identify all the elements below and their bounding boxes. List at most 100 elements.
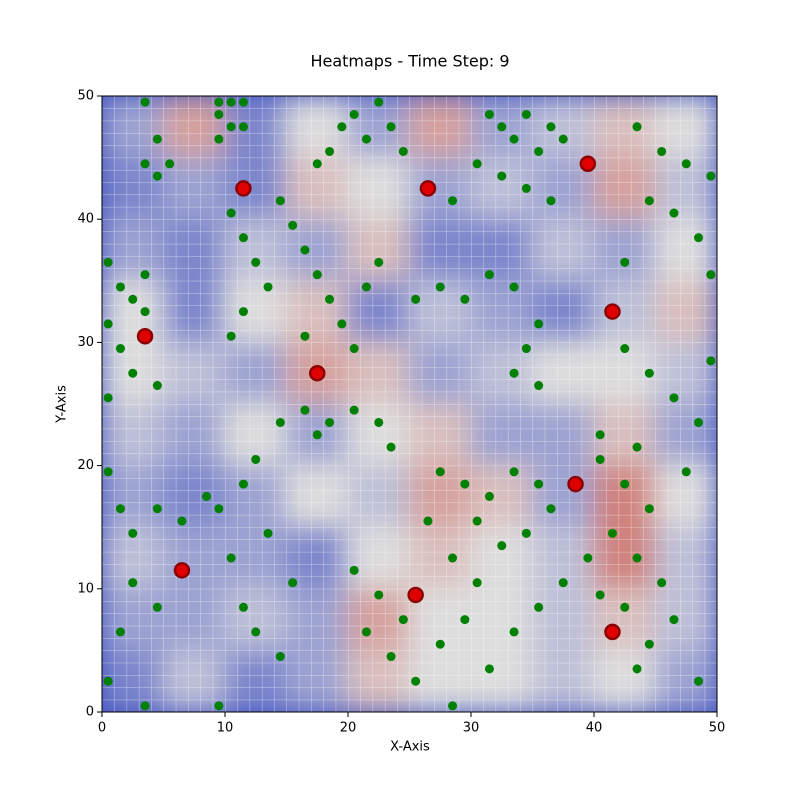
- resource-dot: [706, 171, 716, 181]
- resource-dot: [312, 430, 322, 440]
- resource-dot: [226, 97, 236, 107]
- resource-dot: [152, 602, 162, 612]
- resource-dot: [620, 602, 630, 612]
- resource-dot: [103, 393, 113, 403]
- resource-dot: [534, 381, 544, 391]
- resource-dot: [435, 467, 445, 477]
- resource-dot: [644, 504, 654, 514]
- resource-dot: [558, 578, 568, 588]
- x-tick-label: 10: [217, 721, 234, 736]
- resource-dot: [349, 109, 359, 119]
- resource-dot: [325, 146, 335, 156]
- resource-dot: [152, 171, 162, 181]
- resource-dot: [103, 676, 113, 686]
- agent-dot: [567, 475, 584, 493]
- y-tick-label: 20: [77, 458, 94, 473]
- plot-frame: [101, 95, 718, 713]
- agent-dot: [604, 303, 621, 320]
- resource-dot: [521, 344, 531, 354]
- resource-dot: [484, 491, 494, 501]
- resource-dot: [448, 701, 458, 711]
- resource-dot: [361, 627, 371, 637]
- resource-dot: [534, 319, 544, 329]
- resource-dot: [669, 208, 679, 218]
- resource-dot: [214, 109, 224, 119]
- resource-dot: [238, 122, 248, 132]
- resource-dot: [374, 97, 384, 107]
- resource-dot: [534, 602, 544, 612]
- resource-dot: [128, 578, 138, 588]
- resource-dot: [275, 417, 285, 427]
- resource-dot: [226, 553, 236, 563]
- resource-dot: [115, 282, 125, 292]
- resource-dot: [632, 122, 642, 132]
- resource-dot: [152, 134, 162, 144]
- resource-dot: [275, 652, 285, 662]
- resource-dot: [509, 368, 519, 378]
- resource-dot: [509, 467, 519, 477]
- resource-dot: [152, 504, 162, 514]
- resource-dot: [521, 528, 531, 538]
- resource-dot: [509, 282, 519, 292]
- resource-dot: [694, 417, 704, 427]
- resource-dot: [546, 504, 556, 514]
- resource-dot: [251, 454, 261, 464]
- resource-dot: [632, 442, 642, 452]
- resource-dot: [140, 270, 150, 280]
- resource-dot: [103, 319, 113, 329]
- y-tick-label: 40: [77, 212, 94, 227]
- resource-dot: [620, 344, 630, 354]
- resource-dot: [251, 257, 261, 267]
- y-tick-label: 30: [77, 335, 94, 350]
- resource-dot: [583, 553, 593, 563]
- points: [103, 97, 716, 711]
- resource-dot: [349, 565, 359, 575]
- resource-dot: [300, 331, 310, 341]
- resource-dot: [312, 270, 322, 280]
- resource-dot: [595, 430, 605, 440]
- resource-dot: [435, 282, 445, 292]
- resource-dot: [251, 627, 261, 637]
- resource-dot: [411, 676, 421, 686]
- resource-dot: [644, 639, 654, 649]
- resource-dot: [238, 97, 248, 107]
- resource-dot: [374, 590, 384, 600]
- resource-dot: [669, 615, 679, 625]
- axes: 0 10 20 30 40 50 0 10 20 30 40 50: [77, 89, 725, 736]
- resource-dot: [349, 344, 359, 354]
- x-tick-label: 50: [709, 721, 726, 736]
- agent-dot: [136, 327, 154, 345]
- resource-dot: [448, 553, 458, 563]
- resource-dot: [632, 553, 642, 563]
- resource-dot: [423, 516, 433, 526]
- resource-dot: [238, 233, 248, 243]
- resource-dot: [214, 134, 224, 144]
- resource-dot: [448, 196, 458, 206]
- y-tick-label: 0: [86, 705, 94, 720]
- resource-dot: [128, 294, 138, 304]
- resource-dot: [140, 701, 150, 711]
- resource-dot: [140, 307, 150, 317]
- resource-dot: [238, 479, 248, 489]
- resource-dot: [472, 159, 482, 169]
- resource-dot: [103, 467, 113, 477]
- resource-dot: [681, 467, 691, 477]
- agent-dot: [579, 155, 597, 173]
- resource-dot: [497, 122, 507, 132]
- resource-dot: [361, 282, 371, 292]
- x-tick-label: 0: [98, 721, 106, 736]
- resource-dot: [177, 516, 187, 526]
- resource-dot: [620, 479, 630, 489]
- agent-dot: [419, 180, 437, 197]
- resource-dot: [534, 146, 544, 156]
- resource-dot: [238, 307, 248, 317]
- resource-dot: [288, 220, 298, 230]
- resource-dot: [275, 196, 285, 206]
- resource-dot: [140, 97, 150, 107]
- resource-dot: [128, 368, 138, 378]
- resource-dot: [497, 171, 507, 181]
- resource-dot: [263, 528, 273, 538]
- resource-dot: [472, 578, 482, 588]
- resource-dot: [460, 479, 470, 489]
- x-tick-label: 40: [586, 721, 603, 736]
